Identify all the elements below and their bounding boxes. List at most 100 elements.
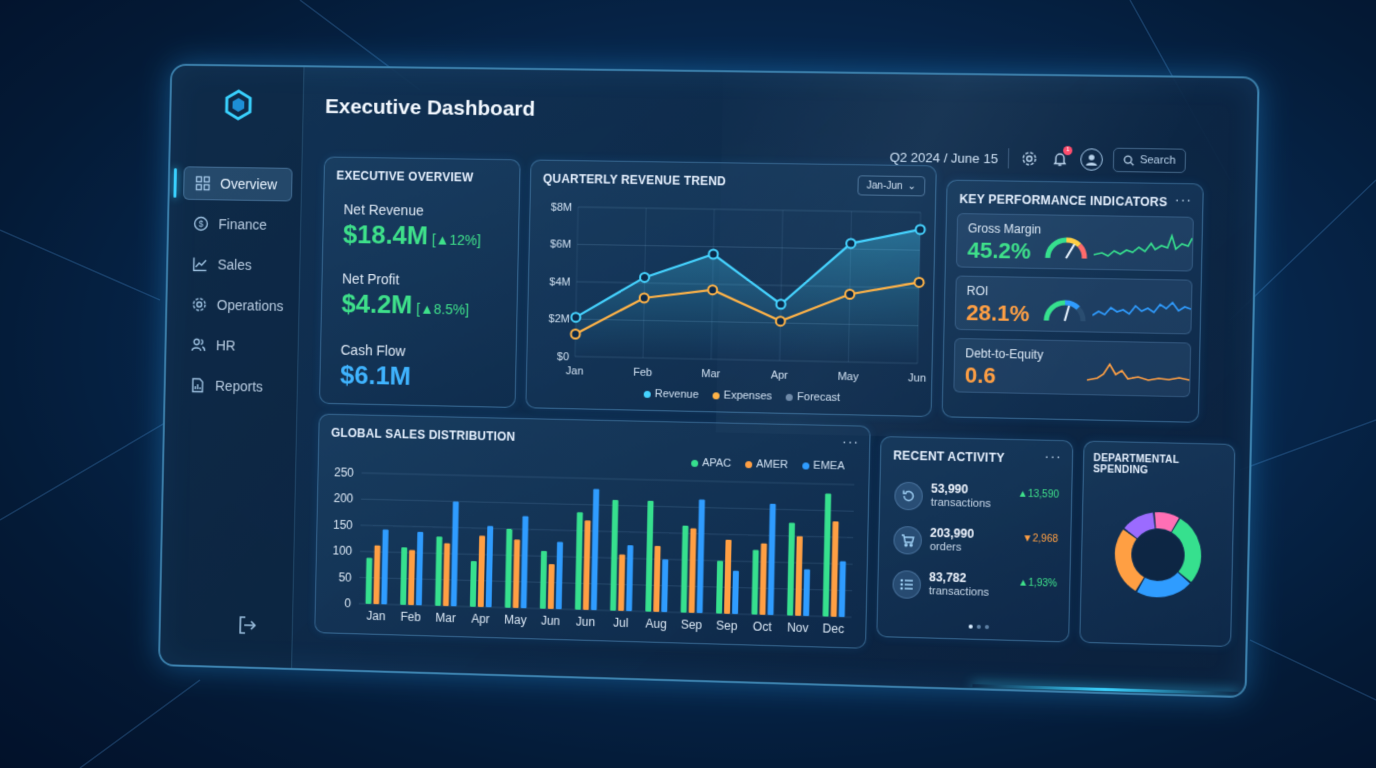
- kpi-label: Gross Margin: [968, 221, 1042, 236]
- logo-icon: [222, 88, 256, 122]
- refresh-icon: [894, 482, 923, 511]
- activity-item[interactable]: 83,782 transactions ▲1,93%: [892, 566, 1057, 611]
- search-label: Search: [1140, 154, 1176, 167]
- kpi-label: ROI: [966, 284, 988, 299]
- sidebar-item-reports[interactable]: Reports: [179, 368, 289, 404]
- page-dot[interactable]: [969, 625, 973, 629]
- y-tick-label: 0: [344, 596, 351, 610]
- bar-emea: [803, 569, 810, 616]
- bar-apac: [540, 551, 547, 609]
- sidebar-item-operations[interactable]: Operations: [181, 287, 291, 323]
- cash-flow-value: $6.1M: [340, 360, 411, 392]
- notification-badge: 1: [1063, 146, 1072, 155]
- bar-amer: [513, 540, 520, 608]
- sparkline: [1093, 226, 1192, 264]
- data-point: [776, 317, 785, 326]
- activity-item[interactable]: 53,990 transactions ▲13,590: [894, 478, 1059, 522]
- gauge-icon: [1042, 232, 1090, 263]
- x-tick-label: May: [504, 613, 527, 628]
- sidebar-item-overview[interactable]: Overview: [183, 166, 293, 201]
- avatar[interactable]: [1080, 148, 1103, 171]
- kpi-value: 28.1%: [966, 300, 1030, 327]
- x-tick-label: Jun: [541, 614, 560, 628]
- kpi-gross-margin: Gross Margin 45.2%: [956, 213, 1194, 272]
- net-revenue-amount: $18.4M: [343, 219, 429, 250]
- page-dot[interactable]: [977, 625, 981, 629]
- revenue-trend-card: QUARTERLY REVENUE TREND Jan-Jun ⌄ $0 $2M $…: [525, 159, 936, 417]
- bar-emea: [591, 489, 599, 610]
- x-tick-label: Oct: [753, 620, 773, 635]
- bar-apac: [751, 550, 758, 615]
- grid-line: [359, 604, 852, 618]
- activity-item[interactable]: 203,990 orders ▼2,968: [893, 522, 1058, 566]
- bar-amer: [795, 536, 803, 616]
- gear-icon: [190, 295, 208, 313]
- legend-revenue: Revenue: [644, 388, 699, 401]
- sidebar-item-label: Sales: [217, 257, 251, 273]
- bar-emea: [839, 561, 846, 617]
- dollar-circle-icon: $: [192, 215, 210, 233]
- bar-apac: [575, 512, 583, 609]
- net-revenue-value: $18.4M [▲12%]: [343, 219, 482, 252]
- data-point: [708, 285, 717, 294]
- x-tick-label: Sep: [681, 618, 703, 633]
- activity-subtitle: transactions: [931, 497, 991, 511]
- sidebar: Overview $ Finance Sales: [160, 66, 305, 672]
- logout-icon[interactable]: [236, 614, 258, 636]
- data-point: [845, 290, 854, 299]
- bar-emea: [732, 571, 739, 614]
- sidebar-item-sales[interactable]: Sales: [181, 247, 291, 282]
- x-tick-label: Feb: [633, 367, 652, 379]
- legend-label: Expenses: [724, 390, 773, 403]
- gear-icon[interactable]: [1019, 148, 1040, 168]
- executive-overview-card: EXECUTIVE OVERVIEW Net Revenue $18.4M [▲1…: [319, 157, 521, 408]
- sidebar-item-hr[interactable]: HR: [180, 328, 290, 364]
- y-tick-label: $4M: [549, 276, 570, 288]
- data-point: [776, 300, 785, 309]
- page-dot[interactable]: [985, 625, 989, 629]
- legend-expenses: Expenses: [713, 389, 773, 402]
- sidebar-item-finance[interactable]: $ Finance: [182, 207, 292, 242]
- kpi-roi: ROI 28.1%: [955, 275, 1193, 334]
- kpi-card: KEY PERFORMANCE INDICATORS ··· Gross Mar…: [942, 180, 1204, 423]
- x-tick-label: May: [838, 371, 860, 384]
- sidebar-item-label: Finance: [218, 216, 267, 233]
- net-revenue-change: [▲12%]: [432, 232, 481, 249]
- bar-apac: [505, 529, 513, 608]
- pagination-dots[interactable]: [969, 625, 989, 630]
- cart-icon: [893, 526, 922, 555]
- data-point: [915, 278, 924, 287]
- activity-value: 83,782: [929, 570, 966, 585]
- spending-donut-chart: [1080, 442, 1236, 648]
- y-tick-label: $2M: [548, 314, 569, 326]
- x-tick-label: Jun: [908, 372, 926, 384]
- legend-label: Revenue: [655, 388, 699, 401]
- bar-amer: [583, 520, 591, 610]
- data-point: [709, 250, 718, 259]
- x-tick-label: Sep: [716, 618, 738, 633]
- bar-emea: [556, 542, 563, 609]
- search-button[interactable]: Search: [1113, 148, 1186, 173]
- activity-change: ▲1,93%: [1018, 577, 1057, 589]
- bar-amer: [373, 545, 380, 604]
- grid-line: [578, 207, 921, 212]
- document-icon: [189, 376, 207, 394]
- more-options-icon[interactable]: ···: [1175, 191, 1193, 207]
- gauge-icon: [1041, 294, 1089, 325]
- grid-icon: [194, 174, 212, 192]
- x-tick-label: Jun: [576, 615, 595, 629]
- recent-activity-card: RECENT ACTIVITY ··· 53,990 transactions …: [876, 436, 1073, 642]
- more-options-icon[interactable]: ···: [1044, 448, 1062, 465]
- bar-apac: [787, 523, 795, 616]
- activity-subtitle: orders: [930, 541, 962, 554]
- data-point: [916, 225, 925, 234]
- bar-emea: [626, 545, 633, 611]
- y-tick-label: 200: [333, 491, 353, 505]
- header-divider: [1008, 148, 1009, 168]
- x-tick-label: Jul: [613, 616, 629, 630]
- data-point: [640, 293, 649, 302]
- kpi-value: 45.2%: [967, 237, 1031, 264]
- card-title: KEY PERFORMANCE INDICATORS: [959, 192, 1167, 209]
- bell-icon[interactable]: 1: [1050, 149, 1071, 169]
